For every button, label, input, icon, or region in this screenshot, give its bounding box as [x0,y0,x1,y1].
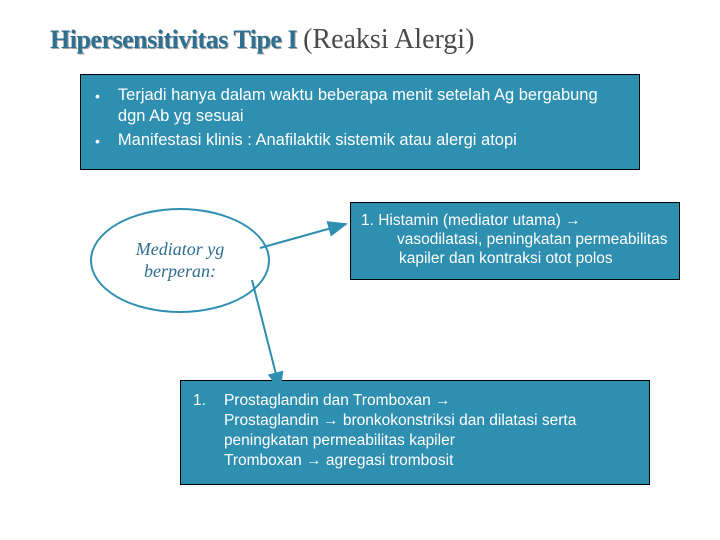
histamin-box: 1. Histamin (mediator utama) → vasodilat… [350,202,680,280]
histamin-body: vasodilatasi, peningkatan permeabilitas … [361,230,669,269]
bullet-text: Manifestasi klinis : Anafilaktik sistemi… [118,130,625,151]
ellipse-line1: Mediator yg [136,238,224,261]
prosta-number: 1. [193,391,206,472]
title-right: (Reaksi Alergi) [303,24,474,56]
title-left: Hipersensitivitas Tipe I [50,25,297,55]
prosta-line2: Prostaglandin → bronkokonstriksi dan dil… [224,411,637,451]
prostaglandin-box: 1. Prostaglandin dan Tromboxan → Prostag… [180,380,650,485]
slide-title: Hipersensitivitas Tipe I (Reaksi Alergi) [50,24,680,56]
prosta-line1: Prostaglandin dan Tromboxan → [224,391,637,411]
mediator-ellipse: Mediator yg berperan: [90,208,270,313]
bullet-text: Terjadi hanya dalam waktu beberapa menit… [118,85,625,126]
prosta-line3: Tromboxan → agregasi trombosit [224,451,637,471]
ellipse-line2: berperan: [144,260,216,283]
intro-box: • Terjadi hanya dalam waktu beberapa men… [80,74,640,170]
bullet-item: • Manifestasi klinis : Anafilaktik siste… [95,130,625,152]
mediator-area: Mediator yg berperan: 1. Histamin (media… [50,208,680,348]
bullet-item: • Terjadi hanya dalam waktu beberapa men… [95,85,625,126]
bullet-dot-icon: • [95,85,100,107]
histamin-lead: 1. Histamin (mediator utama) → [361,211,669,230]
prosta-body: Prostaglandin dan Tromboxan → Prostaglan… [224,391,637,472]
bullet-dot-icon: • [95,130,100,152]
